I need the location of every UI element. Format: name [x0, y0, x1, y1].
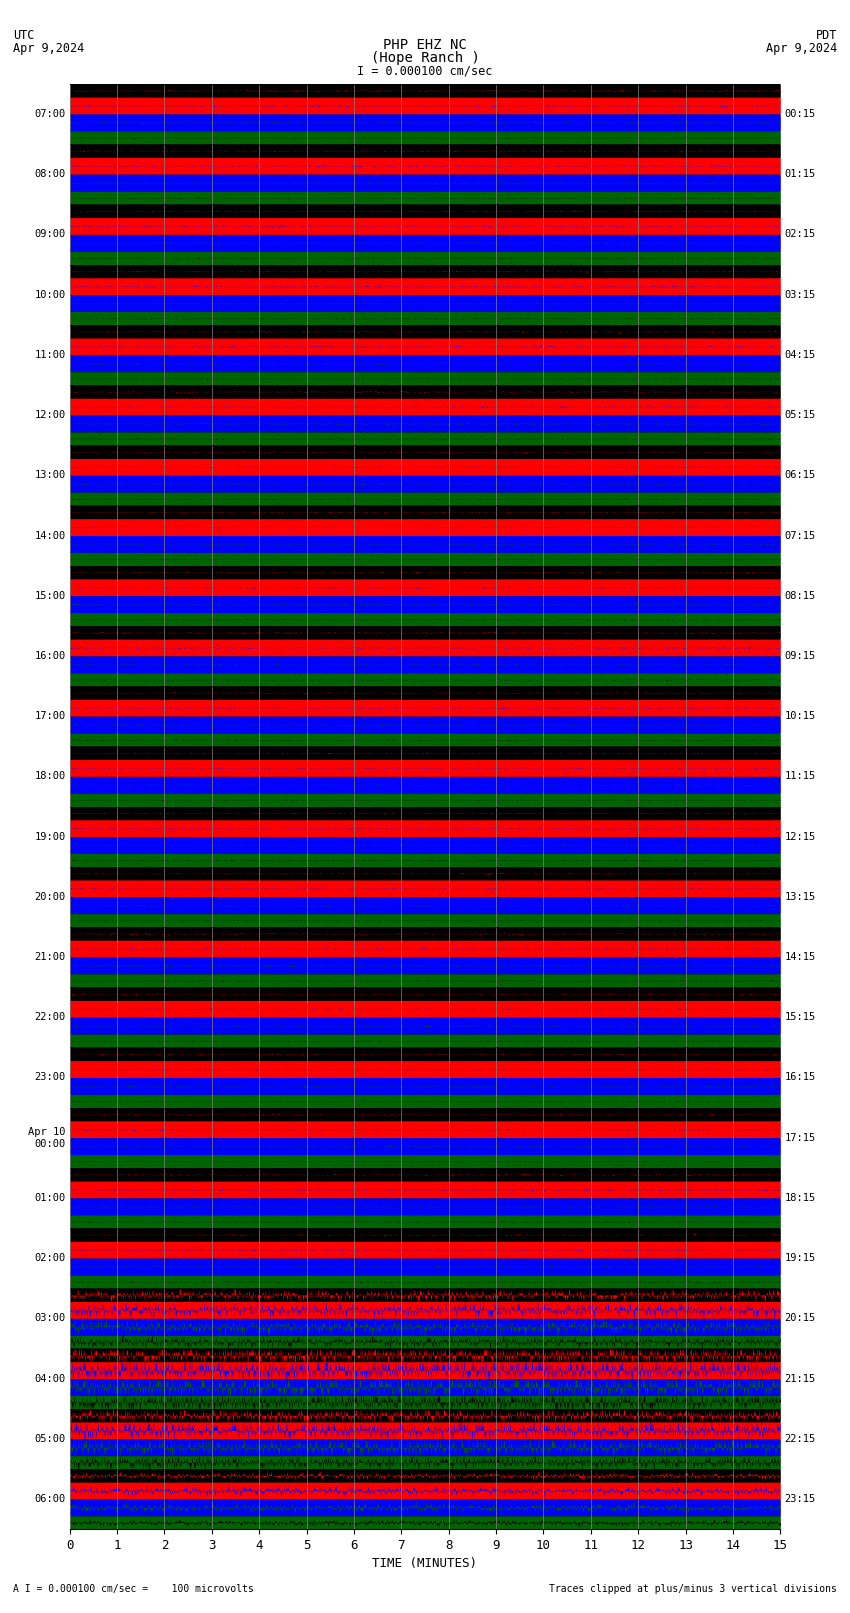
Text: UTC: UTC: [13, 29, 34, 42]
Text: I = 0.000100 cm/sec: I = 0.000100 cm/sec: [357, 65, 493, 77]
Text: PDT: PDT: [816, 29, 837, 42]
Text: Traces clipped at plus/minus 3 vertical divisions: Traces clipped at plus/minus 3 vertical …: [549, 1584, 837, 1594]
Text: Apr 9,2024: Apr 9,2024: [13, 42, 84, 55]
X-axis label: TIME (MINUTES): TIME (MINUTES): [372, 1558, 478, 1571]
Text: Apr 9,2024: Apr 9,2024: [766, 42, 837, 55]
Text: (Hope Ranch ): (Hope Ranch ): [371, 50, 479, 65]
Text: PHP EHZ NC: PHP EHZ NC: [383, 37, 467, 52]
Text: A I = 0.000100 cm/sec =    100 microvolts: A I = 0.000100 cm/sec = 100 microvolts: [13, 1584, 253, 1594]
